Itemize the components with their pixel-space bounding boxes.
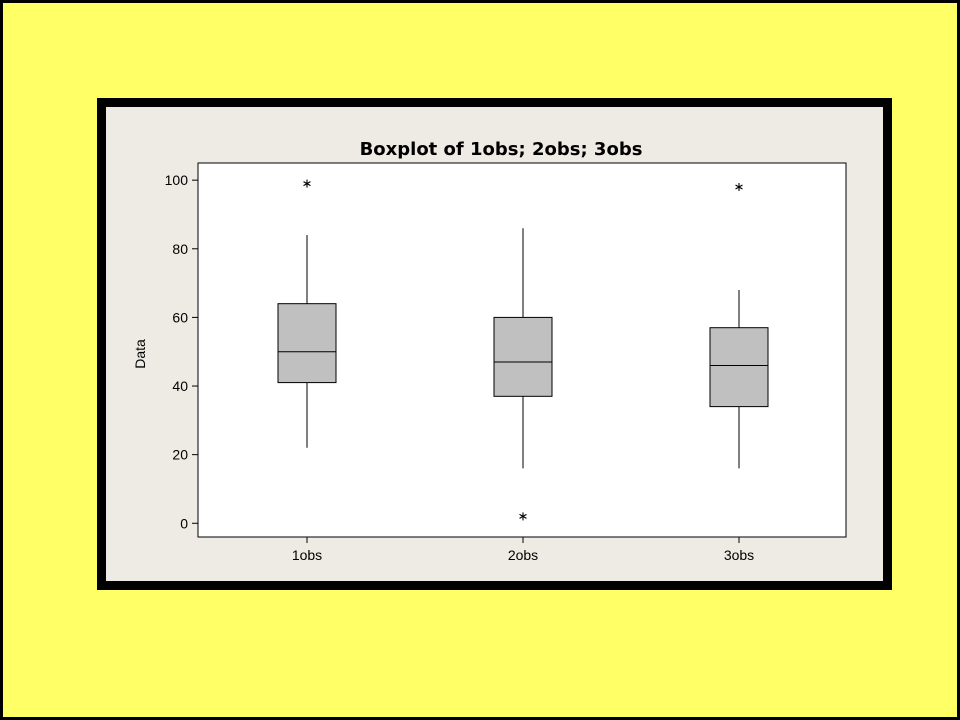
box-1obs — [277, 179, 337, 448]
outlier-asterisk-icon — [303, 179, 311, 188]
x-tick-label: 2obs — [508, 547, 538, 563]
box-3obs — [709, 183, 769, 469]
y-tick-label: 80 — [172, 241, 188, 257]
y-tick-label: 20 — [172, 447, 188, 463]
x-axis: 1obs 2obs 3obs — [292, 537, 754, 563]
iqr-box — [709, 327, 769, 408]
outlier-asterisk-icon — [519, 512, 527, 521]
x-tick-label: 3obs — [724, 547, 754, 563]
y-tick-label: 60 — [172, 309, 188, 325]
y-tick-label: 40 — [172, 378, 188, 394]
y-axis-label: Data — [132, 339, 148, 369]
chart-panel: Boxplot of 1obs; 2obs; 3obs Data 0 20 40 60… — [97, 98, 892, 590]
boxes-group — [277, 179, 769, 521]
chart-title: Boxplot of 1obs; 2obs; 3obs — [360, 139, 643, 160]
box-2obs — [493, 228, 553, 521]
boxplot-chart: Boxplot of 1obs; 2obs; 3obs Data 0 20 40 60… — [132, 139, 847, 563]
y-tick-label: 0 — [180, 515, 188, 531]
asterisk-stroke — [303, 181, 311, 187]
iqr-box — [277, 303, 337, 384]
iqr-box — [493, 316, 553, 397]
y-tick-label: 100 — [165, 172, 189, 188]
asterisk-stroke — [519, 513, 527, 519]
y-axis: 0 20 40 60 80 100 — [165, 172, 198, 531]
asterisk-stroke — [735, 184, 743, 190]
outlier-asterisk-icon — [735, 183, 743, 192]
x-tick-label: 1obs — [292, 547, 322, 563]
